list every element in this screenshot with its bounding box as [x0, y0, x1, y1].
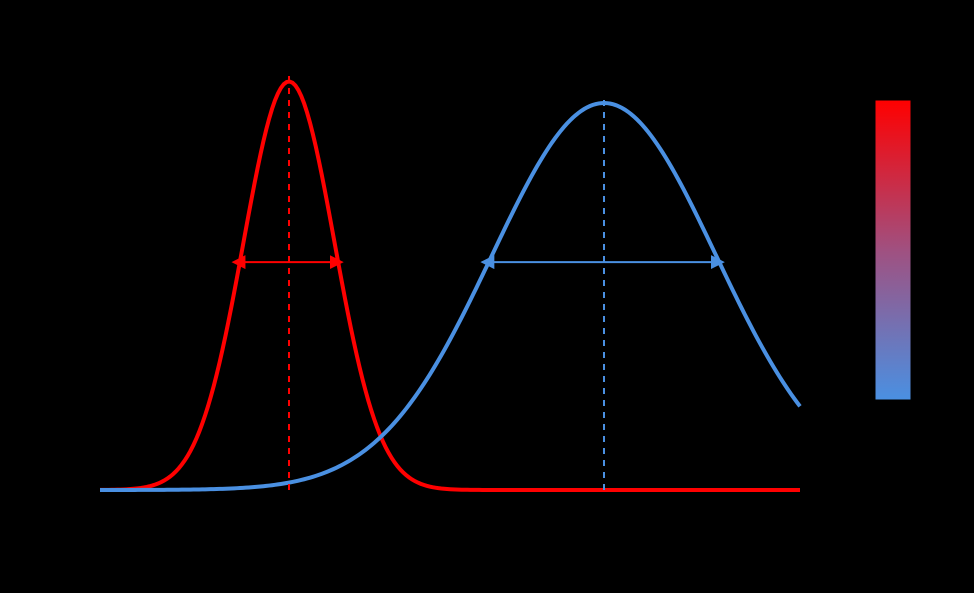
plot-area: mass # of galaxy counts — [32, 40, 820, 536]
x-axis-label: mass — [424, 507, 476, 536]
y-axis-label: # of galaxy counts — [32, 179, 61, 370]
colorbar-top-label: low mass — [856, 73, 931, 95]
high-mass-distribution — [100, 103, 800, 490]
colorbar: low mass high mass — [853, 73, 934, 427]
colorbar-bottom-label: high mass — [853, 405, 934, 427]
low-mass-distribution — [100, 82, 800, 490]
figure: mass # of galaxy counts low mass high ma… — [0, 0, 974, 593]
colorbar-rect — [875, 100, 911, 400]
